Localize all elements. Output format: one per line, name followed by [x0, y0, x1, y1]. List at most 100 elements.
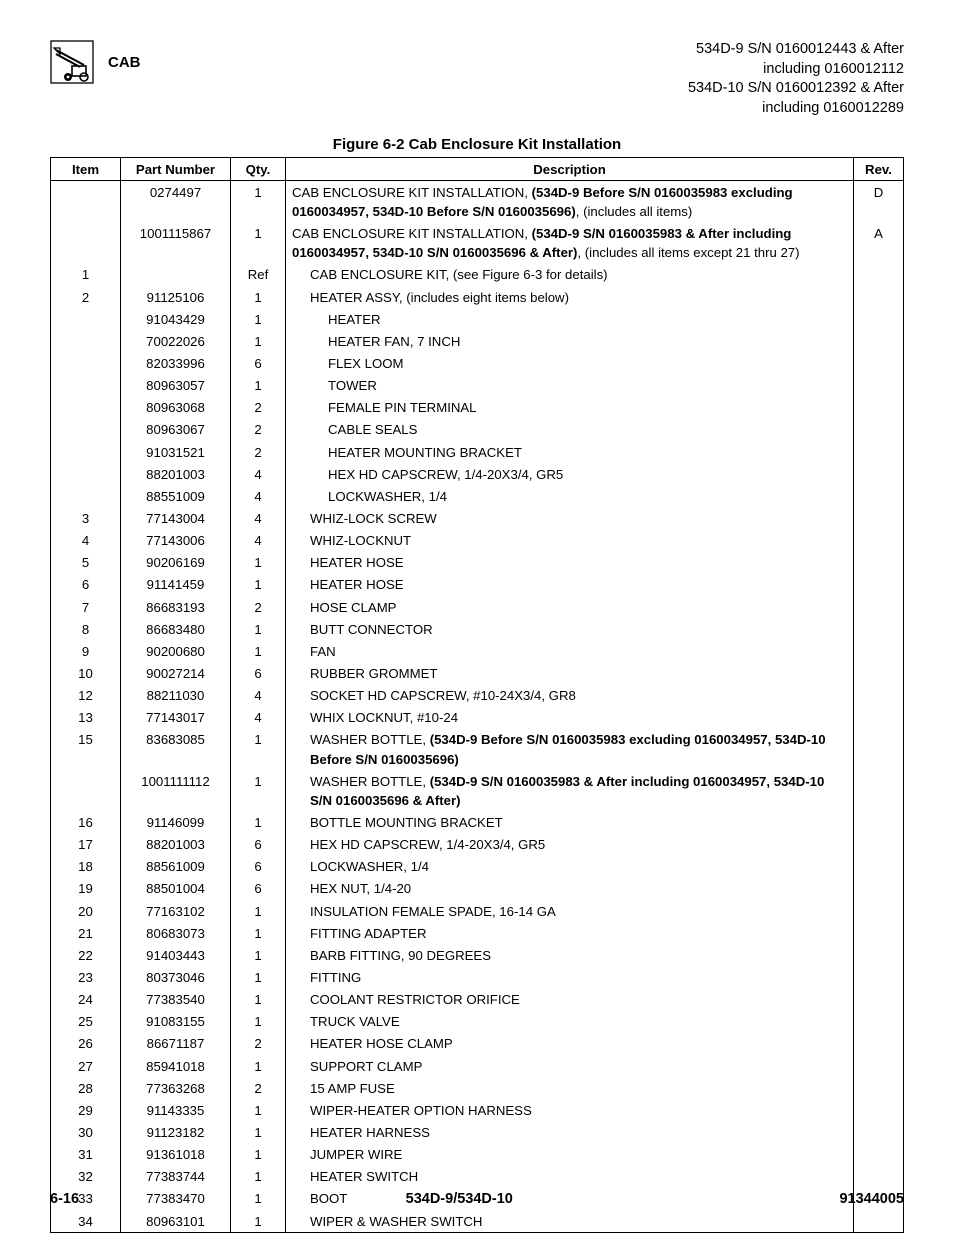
cell-item: 19	[51, 878, 121, 900]
cell-desc: WHIZ-LOCKNUT	[286, 530, 854, 552]
table-row: 16911460991BOTTLE MOUNTING BRACKET	[51, 811, 904, 833]
col-item: Item	[51, 158, 121, 181]
cell-item	[51, 397, 121, 419]
table-row: 2911251061HEATER ASSY, (includes eight i…	[51, 286, 904, 308]
col-rev: Rev.	[854, 158, 904, 181]
cell-part: 70022026	[121, 330, 231, 352]
cell-desc: BUTT CONNECTOR	[286, 618, 854, 640]
cell-part: 88561009	[121, 856, 231, 878]
table-row: 5902061691HEATER HOSE	[51, 552, 904, 574]
table-row: 21806830731FITTING ADAPTER	[51, 922, 904, 944]
cell-part: 90200680	[121, 640, 231, 662]
cell-part: 1001111112	[121, 770, 231, 811]
cell-part: 77143004	[121, 508, 231, 530]
cell-qty: 2	[231, 596, 286, 618]
cell-desc: 15 AMP FUSE	[286, 1077, 854, 1099]
table-row: 809630571TOWER	[51, 375, 904, 397]
cell-part: 91143335	[121, 1099, 231, 1121]
cell-item: 15	[51, 729, 121, 770]
cell-rev	[854, 729, 904, 770]
cell-qty: 1	[231, 1144, 286, 1166]
cell-qty: 1	[231, 286, 286, 308]
cell-desc: HEATER MOUNTING BRACKET	[286, 441, 854, 463]
cell-desc: WASHER BOTTLE, (534D-9 S/N 0160035983 & …	[286, 770, 854, 811]
cell-rev	[854, 552, 904, 574]
cell-qty: 1	[231, 181, 286, 223]
cell-desc: HEX HD CAPSCREW, 1/4-20X3/4, GR5	[286, 834, 854, 856]
table-row: 25910831551TRUCK VALVE	[51, 1011, 904, 1033]
cell-rev	[854, 1144, 904, 1166]
table-row: 700220261HEATER FAN, 7 INCH	[51, 330, 904, 352]
cell-qty: 1	[231, 330, 286, 352]
cell-desc: INSULATION FEMALE SPADE, 16-14 GA	[286, 900, 854, 922]
cell-desc: TRUCK VALVE	[286, 1011, 854, 1033]
cell-part: 91123182	[121, 1121, 231, 1143]
page-header: CAB 534D-9 S/N 0160012443 & After includ…	[50, 40, 904, 118]
cell-item: 2	[51, 286, 121, 308]
table-row: 910315212HEATER MOUNTING BRACKET	[51, 441, 904, 463]
cell-part: 90027214	[121, 662, 231, 684]
table-row: 9902006801FAN	[51, 640, 904, 662]
cell-item: 26	[51, 1033, 121, 1055]
cell-desc: WIPER-HEATER OPTION HARNESS	[286, 1099, 854, 1121]
cell-rev	[854, 640, 904, 662]
table-row: 13771430174WHIX LOCKNUT, #10-24	[51, 707, 904, 729]
cell-part: 80963057	[121, 375, 231, 397]
cell-item: 4	[51, 530, 121, 552]
table-row: 32773837441HEATER SWITCH	[51, 1166, 904, 1188]
cell-part: 77383540	[121, 989, 231, 1011]
cell-item: 32	[51, 1166, 121, 1188]
table-row: 2877363268215 AMP FUSE	[51, 1077, 904, 1099]
cell-rev	[854, 966, 904, 988]
cell-desc: HOSE CLAMP	[286, 596, 854, 618]
cell-rev	[854, 1011, 904, 1033]
figure-title: Figure 6-2 Cab Enclosure Kit Installatio…	[50, 136, 904, 153]
cell-part: 91031521	[121, 441, 231, 463]
cell-rev	[854, 685, 904, 707]
cell-part: 80373046	[121, 966, 231, 988]
telehandler-icon	[50, 40, 94, 84]
cell-desc: HEATER HOSE CLAMP	[286, 1033, 854, 1055]
cell-desc: FAN	[286, 640, 854, 662]
footer-right: 91344005	[839, 1191, 904, 1207]
cell-qty: 2	[231, 1033, 286, 1055]
cell-qty: 1	[231, 375, 286, 397]
cell-qty: 1	[231, 900, 286, 922]
cell-part: 91125106	[121, 286, 231, 308]
cell-item	[51, 223, 121, 264]
cell-desc: LOCKWASHER, 1/4	[286, 856, 854, 878]
cell-qty: 1	[231, 944, 286, 966]
cell-rev	[854, 856, 904, 878]
cell-item: 10	[51, 662, 121, 684]
cell-rev	[854, 1077, 904, 1099]
cell-rev: A	[854, 223, 904, 264]
cell-rev	[854, 944, 904, 966]
cell-qty: 4	[231, 530, 286, 552]
cell-desc: SOCKET HD CAPSCREW, #10-24X3/4, GR8	[286, 685, 854, 707]
cell-rev	[854, 1055, 904, 1077]
cell-part: 77363268	[121, 1077, 231, 1099]
cell-qty: 1	[231, 308, 286, 330]
cell-desc: BARB FITTING, 90 DEGREES	[286, 944, 854, 966]
cell-part: 77143006	[121, 530, 231, 552]
table-row: 23803730461FITTING	[51, 966, 904, 988]
cell-desc: JUMPER WIRE	[286, 1144, 854, 1166]
table-row: 29911433351WIPER-HEATER OPTION HARNESS	[51, 1099, 904, 1121]
cell-rev	[854, 375, 904, 397]
section-label: CAB	[108, 54, 141, 71]
cell-qty: 1	[231, 552, 286, 574]
cell-qty: 4	[231, 707, 286, 729]
cell-part: 91141459	[121, 574, 231, 596]
cell-part: 88201003	[121, 834, 231, 856]
cell-desc: FITTING	[286, 966, 854, 988]
table-header-row: Item Part Number Qty. Description Rev.	[51, 158, 904, 181]
cell-item: 31	[51, 1144, 121, 1166]
cell-rev	[854, 834, 904, 856]
cell-qty: 1	[231, 770, 286, 811]
cell-rev	[854, 508, 904, 530]
table-row: 30911231821HEATER HARNESS	[51, 1121, 904, 1143]
cell-desc: BOTTLE MOUNTING BRACKET	[286, 811, 854, 833]
cell-item: 34	[51, 1210, 121, 1233]
cell-qty: 2	[231, 397, 286, 419]
cell-item: 1	[51, 264, 121, 286]
